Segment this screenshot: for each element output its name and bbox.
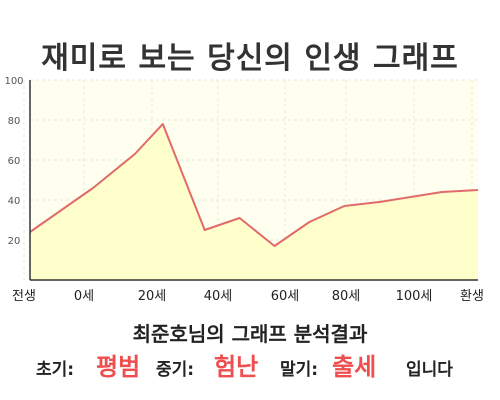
life-line-series [29,123,479,247]
x-tick-label: 40세 [204,289,233,304]
y-tick-label: 60 [8,156,21,167]
result-suffix: 입니다 [406,360,453,380]
late-stage-value: 출세 [332,353,377,381]
y-tick-labels: 20 40 60 80 100 [4,76,23,247]
x-tick-label: 20세 [138,289,167,304]
life-graph-chart: 20 40 60 80 100 전생 0세 20세 40세 60세 80세 100세 환생 [4,76,484,304]
x-tick-label: 전생 [12,289,36,304]
x-tick-label: 60세 [271,289,300,304]
mid-stage-value: 험난 [214,353,259,381]
y-tick-label: 20 [8,236,21,247]
y-tick-label: 40 [8,196,21,207]
page-title: 재미로 보는 당신의 인생 그래프 [41,41,459,76]
y-tick-label: 100 [4,76,23,87]
life-area-fill [30,124,478,280]
mid-stage-label: 중기: [156,360,195,380]
x-tick-labels: 전생 0세 20세 40세 60세 80세 100세 환생 [12,289,484,304]
x-tick-label: 100세 [396,289,433,304]
early-stage-label: 초기: [36,360,75,380]
y-tick-label: 80 [8,116,21,127]
late-stage-label: 말기: [280,360,319,380]
x-tick-label: 80세 [332,289,361,304]
x-tick-label: 환생 [460,289,484,304]
analysis-result-title: 최준호님의 그래프 분석결과 [132,322,368,346]
chart-axes [29,80,478,281]
x-tick-label: 0세 [74,289,94,304]
early-stage-value: 평범 [96,353,141,381]
analysis-result-row: 초기: 평범 중기: 험난 말기: 출세 입니다 [0,347,500,381]
